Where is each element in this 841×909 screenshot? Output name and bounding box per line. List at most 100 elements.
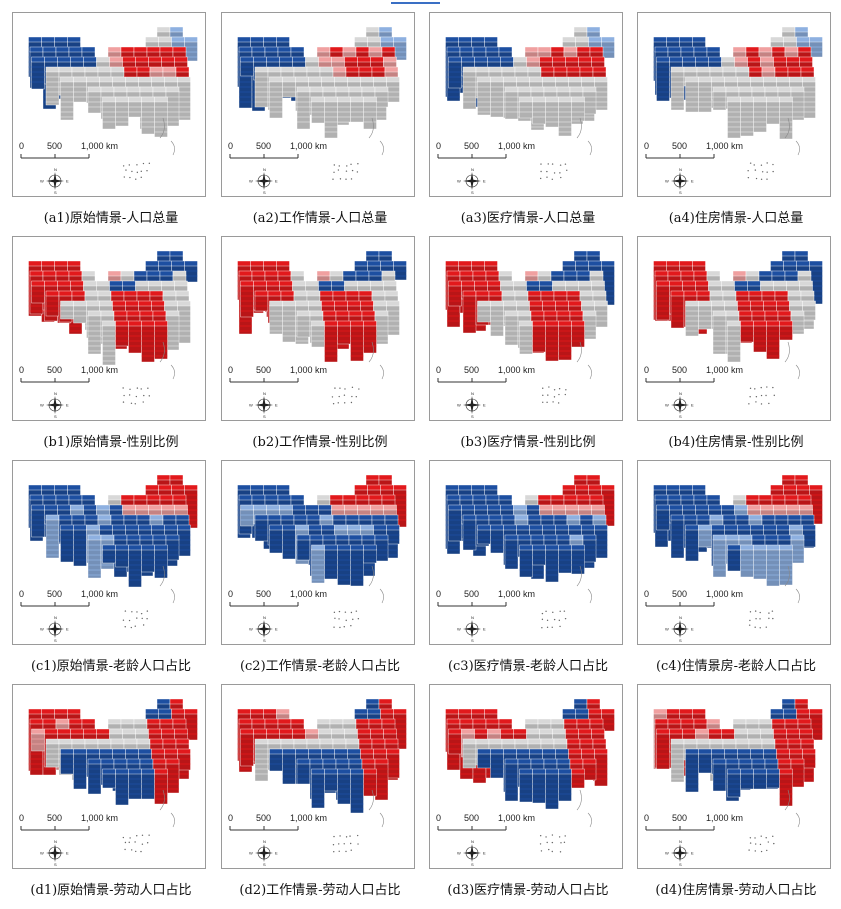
map-block <box>504 314 519 346</box>
map-block-top <box>683 66 698 73</box>
scale-bar-label: 1,000 km <box>81 589 118 599</box>
map-block-top <box>373 300 387 307</box>
map-block-top <box>488 290 503 297</box>
map-block-top <box>28 484 42 491</box>
map-block-top <box>529 300 543 307</box>
map-block-top <box>461 504 475 511</box>
map-block-top <box>355 270 370 277</box>
scale-bar-label: 500 <box>256 365 271 375</box>
map-block-top <box>355 46 370 53</box>
map-block-top <box>44 504 58 511</box>
map-caption: (a1)原始情景-人口总量 <box>43 211 179 226</box>
map-block-top <box>123 290 138 297</box>
map-block-top <box>109 280 123 287</box>
map-block-top <box>712 86 727 93</box>
map-block-top <box>277 494 292 501</box>
map-blocks <box>653 250 823 363</box>
map-block-top <box>809 260 823 267</box>
map-block <box>350 324 364 362</box>
map-block-top <box>152 86 167 93</box>
map-block-top <box>251 46 266 53</box>
map-block-top <box>296 86 311 93</box>
map-block-top <box>305 280 319 287</box>
map-block-top <box>566 66 581 73</box>
map-panel-b2: 0 500 1,000 km N S E W (b2)工作情景-性别比例 <box>221 236 431 460</box>
map-block-top <box>594 300 608 307</box>
map-blocks <box>445 26 615 137</box>
map-block-top <box>571 320 585 327</box>
map-block-top <box>113 310 128 317</box>
scale-bar-label: 0 <box>644 141 649 151</box>
map-block-top <box>113 86 128 93</box>
scale-bar-label: 1,000 km <box>81 141 118 151</box>
compass-west-label: W <box>40 179 44 184</box>
map-frame: 0 500 1,000 km N S E W <box>637 236 831 421</box>
map-block-top <box>692 36 706 43</box>
map-block-top <box>161 56 175 63</box>
map-block-top <box>122 56 136 63</box>
map-block-top <box>45 514 60 521</box>
map-block-top <box>162 66 177 73</box>
map-block-top <box>363 544 377 551</box>
south-sea-islands <box>748 341 800 405</box>
map-block <box>282 304 296 343</box>
map-block-top <box>360 524 374 531</box>
map-block-top <box>45 66 60 73</box>
map-block-top <box>550 46 565 53</box>
map-block-top <box>306 514 321 521</box>
map-block-top <box>57 56 71 63</box>
map-block-top <box>154 320 168 327</box>
map-block-top <box>309 86 324 93</box>
map-block-top <box>747 56 761 63</box>
map-block-top <box>322 310 337 317</box>
map-block-top <box>556 86 571 93</box>
map-block-top <box>360 300 374 307</box>
map-caption: (a3)医疗情景-人口总量 <box>460 211 596 226</box>
scale-bar-label: 500 <box>464 141 479 151</box>
map-block <box>393 264 407 281</box>
map-block <box>73 304 87 324</box>
map-block-top <box>102 544 116 551</box>
compass-west-label: W <box>249 179 253 184</box>
map-block-top <box>158 260 172 267</box>
map-block-top <box>474 504 488 511</box>
map-block-top <box>282 76 296 83</box>
map-block-top <box>773 280 787 287</box>
map-block-top <box>445 36 459 43</box>
map-block <box>477 80 491 116</box>
map-block-top <box>776 300 790 307</box>
map-block-top <box>475 290 490 297</box>
map-block <box>154 548 168 579</box>
map-block-top <box>139 86 154 93</box>
map-block <box>31 284 45 304</box>
map-block-top <box>334 524 348 531</box>
map-block-top <box>696 290 711 297</box>
compass-rose-icon: N S E W <box>665 167 694 195</box>
map-block-top <box>295 524 309 531</box>
map-block-top <box>171 260 185 267</box>
map-caption: (b3)医疗情景-性别比例 <box>460 435 596 450</box>
map-block-top <box>591 56 605 63</box>
compass-rose-icon: N S E W <box>457 167 486 195</box>
map-caption: (a4)住房情景-人口总量 <box>668 211 804 226</box>
compass-rose-icon: N S E W <box>40 391 69 419</box>
map-block-top <box>740 320 754 327</box>
map-block-top <box>169 474 184 481</box>
compass-north-label: N <box>471 391 474 396</box>
map-block-top <box>184 260 198 267</box>
map-block-top <box>324 96 338 103</box>
map-block-top <box>110 514 125 521</box>
map-block <box>558 324 572 361</box>
map-block-top <box>367 260 381 267</box>
map-block-top <box>799 280 813 287</box>
map-block <box>240 508 254 527</box>
map-block-top <box>698 300 712 307</box>
map-block-top <box>319 514 334 521</box>
scale-bar-label: 0 <box>644 365 649 375</box>
map-block-top <box>383 504 397 511</box>
map-frame: 0 500 1,000 km N S E W <box>637 12 831 197</box>
map-block-top <box>99 524 113 531</box>
map-block-top <box>175 66 190 73</box>
map-block-top <box>532 320 546 327</box>
